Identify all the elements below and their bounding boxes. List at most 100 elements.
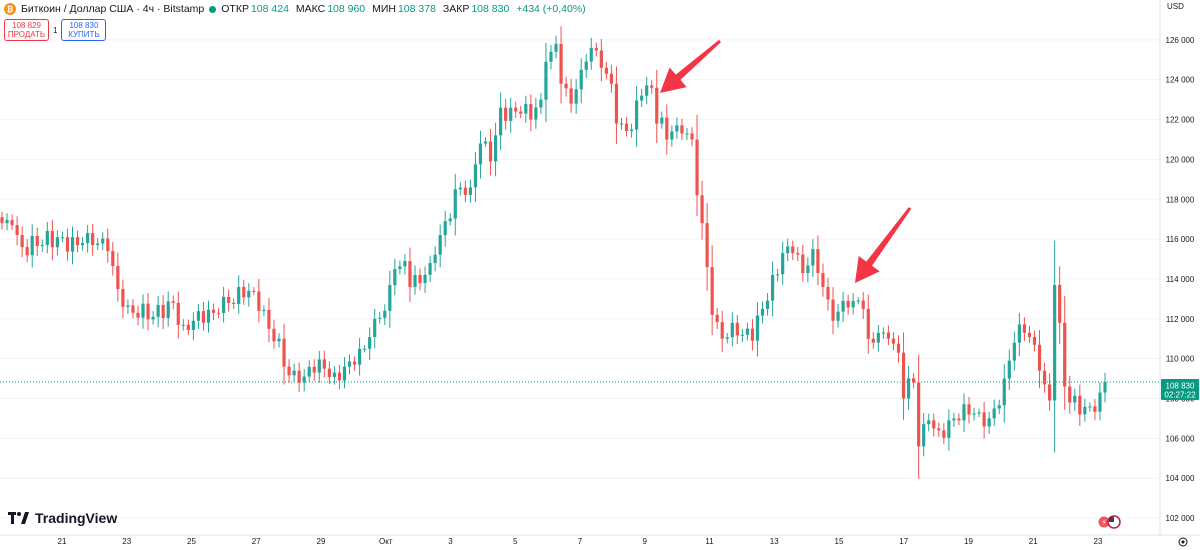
arrow-annotation-bottom-shape <box>855 207 912 283</box>
price-tick-label: 124 000 <box>1166 76 1195 85</box>
candle-body <box>504 107 508 121</box>
sell-price: 108 829 <box>12 21 41 30</box>
candle-body <box>972 413 976 415</box>
candle-body <box>579 69 583 90</box>
candle-body <box>544 61 548 100</box>
buy-price: 108 830 <box>69 21 99 30</box>
candle-body <box>277 338 281 342</box>
arrow-annotation-top-shape <box>660 39 721 93</box>
candle-body <box>408 261 412 287</box>
candle-body <box>720 322 724 339</box>
candle-body <box>861 300 865 309</box>
candle-body <box>937 428 941 431</box>
candle-body <box>650 85 654 88</box>
candle-body <box>760 308 765 316</box>
price-tick-label: 122 000 <box>1166 116 1195 125</box>
buy-button[interactable]: 108 830 КУПИТЬ <box>61 19 107 41</box>
candle-body <box>247 290 251 298</box>
candle-body <box>1047 384 1052 401</box>
candle-body <box>186 324 190 330</box>
candle-body <box>826 286 830 300</box>
event-icons[interactable]: ⚡ <box>1097 515 1121 529</box>
candle-body <box>40 245 44 247</box>
price-tick-label: 116 000 <box>1166 235 1195 244</box>
candle-body <box>700 195 704 224</box>
candle-body <box>927 420 931 425</box>
candle-body <box>1027 332 1032 337</box>
high-value: 108 960 <box>327 3 366 15</box>
candle-body <box>1073 395 1077 403</box>
market-status-dot <box>209 5 217 13</box>
candle-body <box>493 135 498 162</box>
candle-body <box>932 420 936 429</box>
candle-body <box>660 117 664 124</box>
candle-body <box>846 300 850 308</box>
currency-selector[interactable]: USD <box>1167 2 1184 11</box>
candle-body <box>755 315 760 341</box>
candle-body <box>156 304 160 317</box>
candle-body <box>438 235 442 255</box>
candle-body <box>655 87 659 124</box>
candle-body <box>267 309 271 329</box>
time-axis: 21 23 25 27 29 Окт 3 5 7 9 11 13 15 17 19 21 23 <box>58 537 1103 546</box>
candle-body <box>428 263 432 275</box>
candle-body <box>967 404 971 415</box>
symbol-title[interactable]: Биткоин / Доллар США · 4ч · Bitstamp <box>21 3 205 15</box>
us-flag-canton <box>1109 517 1114 522</box>
settings-icon[interactable] <box>1178 537 1188 547</box>
candle-body <box>614 83 619 124</box>
candle-body <box>418 274 422 283</box>
candle-body <box>201 311 206 323</box>
candle-body <box>987 418 991 427</box>
candle-body <box>574 89 578 104</box>
time-tick-label: 29 <box>317 537 326 546</box>
candle-body <box>856 300 860 302</box>
candle-body <box>171 301 175 303</box>
candle-body <box>589 47 593 62</box>
candle-body <box>307 366 311 377</box>
close-value: 108 830 <box>471 3 510 15</box>
candle-body <box>514 107 518 112</box>
candle-body <box>770 274 775 301</box>
candle-body <box>680 125 684 134</box>
price-tick-label: 110 000 <box>1166 355 1195 364</box>
candle-body <box>403 261 407 267</box>
candle-body <box>977 412 981 414</box>
change-value: +434 (+0,40%) <box>516 3 586 15</box>
candle-body <box>272 328 276 342</box>
candle-body <box>1098 392 1102 412</box>
candle-body <box>1058 284 1062 323</box>
high-key: МАКС <box>295 3 326 15</box>
candle-body <box>1042 370 1047 385</box>
candle-body <box>584 61 588 70</box>
candle-body <box>947 420 951 438</box>
time-tick-label: 5 <box>513 537 518 546</box>
candle-body <box>740 334 744 336</box>
candle-body <box>15 225 19 236</box>
candle-body <box>378 317 382 319</box>
candle-body <box>483 141 488 144</box>
time-tick-label: 13 <box>770 537 779 546</box>
candle-body <box>383 310 387 318</box>
candle-body <box>640 95 644 101</box>
time-tick-label: Окт <box>379 537 393 546</box>
candle-body <box>60 237 65 239</box>
tradingview-logo[interactable]: TradingView <box>8 510 117 526</box>
candle-body <box>393 269 397 286</box>
candle-body <box>126 305 130 307</box>
candle-body <box>176 302 180 325</box>
sell-button[interactable]: 108 829 ПРОДАТЬ <box>4 19 49 41</box>
countdown-label: 02:27:22 <box>1164 391 1196 400</box>
candle-body <box>962 404 966 421</box>
candle-body <box>75 237 80 246</box>
candle-body <box>952 418 956 421</box>
candle-body <box>196 311 201 321</box>
candle-body <box>473 164 478 188</box>
candle-body <box>227 296 231 303</box>
open-key: ОТКР <box>221 3 249 15</box>
candle-body <box>1078 395 1082 415</box>
candle-body <box>25 247 29 256</box>
price-tick-label: 112 000 <box>1166 315 1195 324</box>
candle-body <box>906 378 911 399</box>
